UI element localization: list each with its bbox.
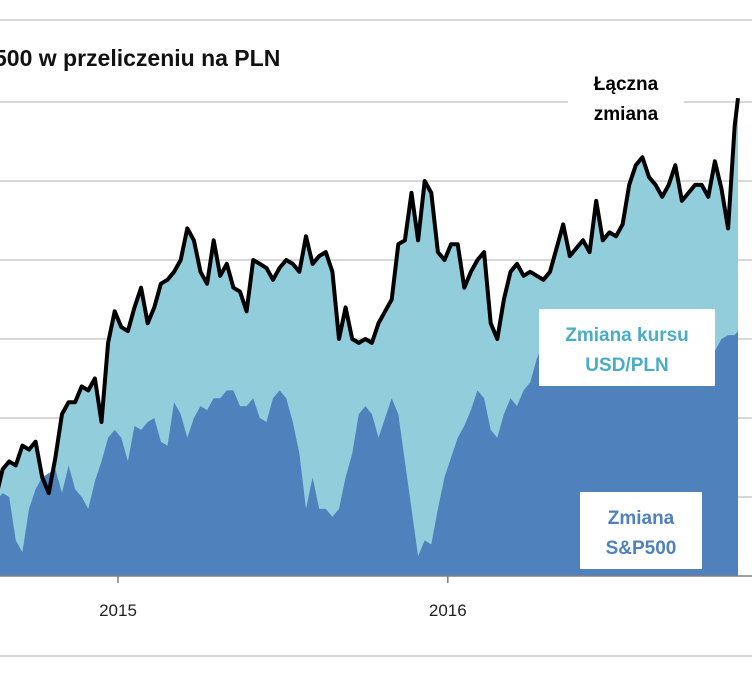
total-change-label-line2: zmiana xyxy=(594,104,659,125)
x-ticks: 2015 2016 xyxy=(99,576,467,620)
x-tick-label: 2016 xyxy=(429,601,467,620)
x-tick-label: 2015 xyxy=(99,601,137,620)
total-change-label: Łączna zmiana xyxy=(568,66,684,128)
total-change-label-box xyxy=(568,66,684,128)
total-change-label-line1: Łączna xyxy=(594,74,659,95)
usdpln-change-label-line1: Zmiana kursu xyxy=(565,325,689,346)
usdpln-change-label-box xyxy=(539,309,715,386)
sp500-change-label-line2: S&P500 xyxy=(606,538,677,559)
chart-title: 500 w przeliczeniu na PLN xyxy=(0,45,280,71)
sp500-change-label-line1: Zmiana xyxy=(608,508,675,529)
sp500-change-label-box xyxy=(580,492,702,569)
sp500-change-area xyxy=(0,331,738,576)
sp500-change-label: Zmiana S&P500 xyxy=(580,492,702,569)
usdpln-change-label: Zmiana kursu USD/PLN xyxy=(539,309,715,386)
usdpln-change-label-line2: USD/PLN xyxy=(585,355,668,376)
total-change-line xyxy=(0,97,740,496)
